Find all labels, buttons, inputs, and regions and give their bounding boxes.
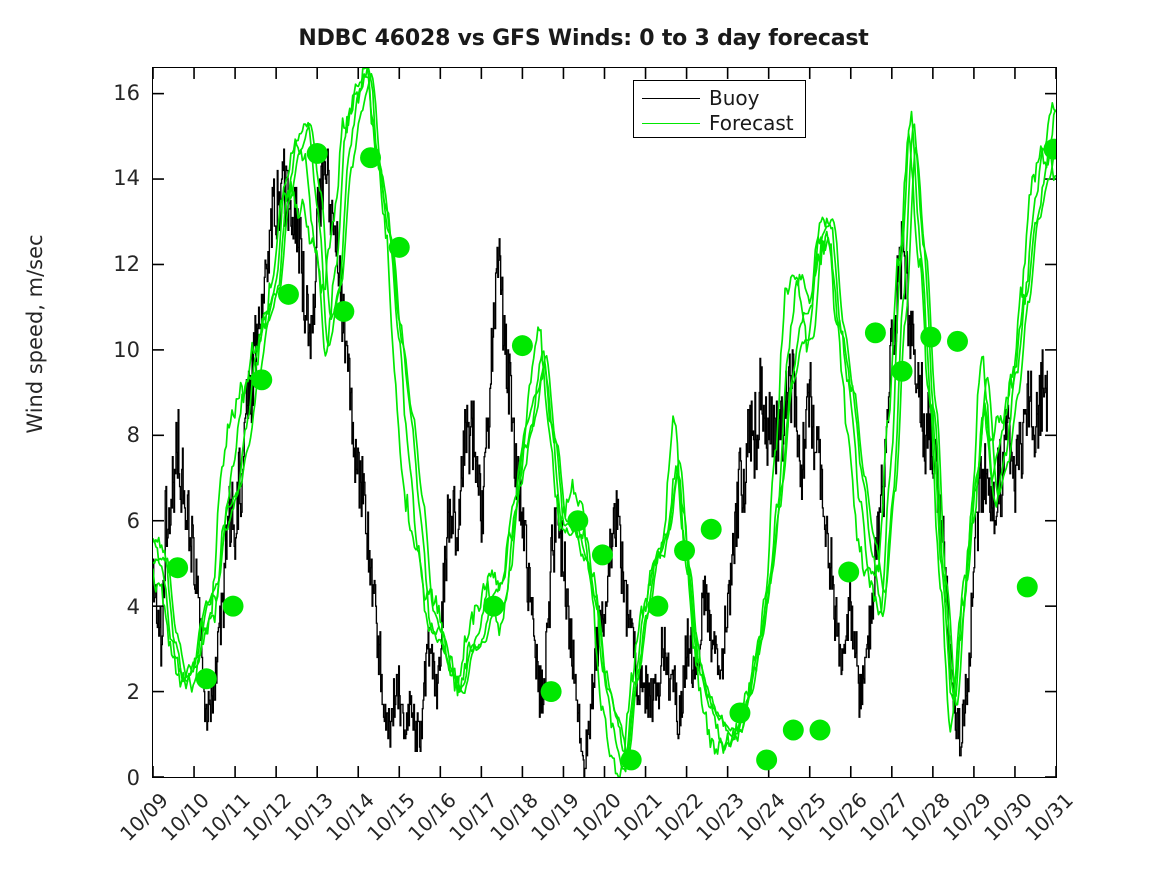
- plot-area: [152, 67, 1057, 778]
- data-point-marker: [567, 510, 589, 532]
- data-point-marker: [277, 283, 299, 305]
- legend-item-forecast: Forecast: [642, 111, 797, 136]
- data-point-marker: [1016, 576, 1038, 598]
- data-point-marker: [620, 749, 642, 771]
- y-tick-label: 12: [113, 252, 140, 277]
- chart-legend: Buoy Forecast: [633, 80, 806, 138]
- chart-canvas: [153, 68, 1056, 777]
- data-point-marker: [647, 595, 669, 617]
- y-tick-label: 2: [126, 680, 140, 705]
- data-point-marker: [756, 749, 778, 771]
- data-point-marker: [920, 326, 942, 348]
- data-point-marker: [809, 719, 831, 741]
- data-point-marker: [222, 595, 244, 617]
- legend-swatch-buoy-icon: [642, 98, 700, 99]
- legend-label-buoy: Buoy: [709, 86, 760, 110]
- forecast-member-line: [153, 68, 1056, 777]
- data-point-marker: [540, 681, 562, 703]
- verification-markers-group: [167, 138, 1056, 771]
- y-tick-label: 10: [113, 337, 140, 362]
- data-point-marker: [864, 322, 886, 344]
- data-point-marker: [700, 518, 722, 540]
- buoy-series-line: [153, 148, 1048, 777]
- data-point-marker: [306, 142, 328, 164]
- forecast-member-line: [153, 73, 1056, 773]
- y-tick-label: 14: [113, 166, 140, 191]
- data-point-marker: [333, 300, 355, 322]
- y-tick-label: 6: [126, 509, 140, 533]
- x-axis-tick-labels: 10/09 10/10 10/11 10/12 10/13 10/14 10/15 10/16…: [115, 778, 1078, 875]
- data-point-marker: [511, 335, 533, 357]
- y-tick-label: 0: [126, 766, 140, 790]
- data-point-marker: [947, 330, 968, 352]
- data-point-marker: [251, 369, 273, 391]
- data-point-marker: [729, 702, 751, 724]
- y-tick-label: 16: [113, 80, 140, 105]
- data-point-marker: [167, 557, 189, 579]
- y-tick-label: 4: [126, 594, 140, 619]
- data-point-marker: [591, 544, 613, 566]
- data-point-marker: [1043, 138, 1056, 160]
- legend-label-forecast: Forecast: [709, 111, 794, 135]
- data-point-marker: [483, 595, 505, 617]
- legend-swatch-forecast-icon: [642, 123, 700, 124]
- y-axis-tick-labels: 0 2 4 6 8 10 12 14 16: [88, 67, 140, 790]
- y-axis-label: Wind speed, m/sec: [23, 234, 47, 434]
- y-tick-label: 8: [126, 423, 140, 448]
- data-point-marker: [195, 668, 217, 690]
- data-point-marker: [360, 147, 382, 169]
- data-point-marker: [891, 360, 913, 382]
- data-point-marker: [838, 561, 860, 583]
- data-point-marker: [782, 719, 804, 741]
- legend-item-buoy: Buoy: [642, 86, 797, 111]
- data-point-marker: [674, 540, 696, 562]
- forecast-series-group: [153, 68, 1056, 777]
- data-point-marker: [388, 236, 410, 258]
- page-title: NDBC 46028 vs GFS Winds: 0 to 3 day fore…: [298, 26, 869, 51]
